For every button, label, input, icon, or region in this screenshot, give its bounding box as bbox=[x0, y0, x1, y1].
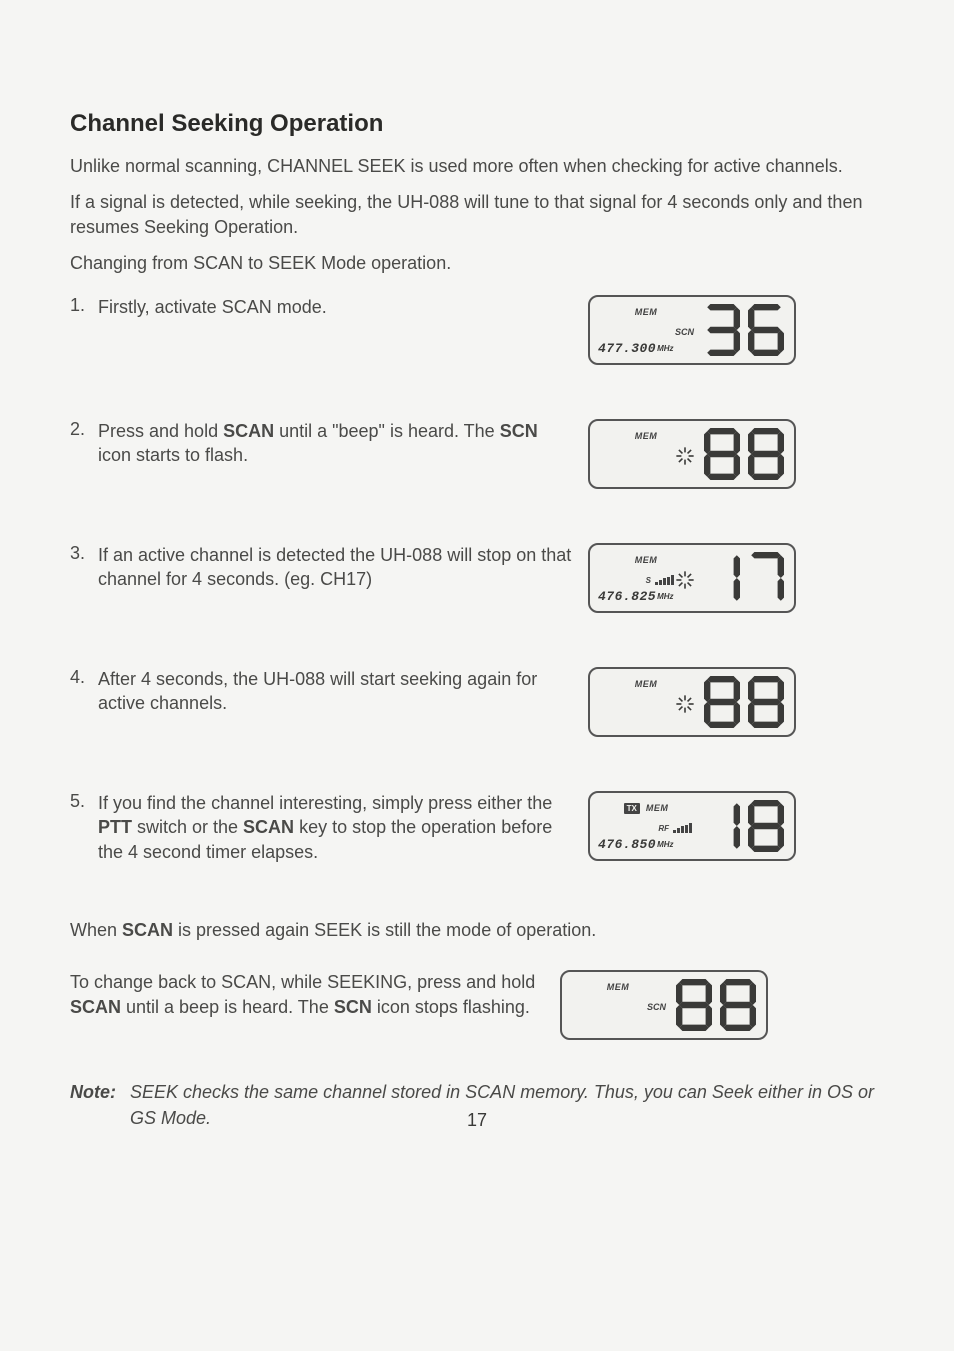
trailing-row: To change back to SCAN, while SEEKING, p… bbox=[70, 970, 884, 1040]
intro-para-3: Changing from SCAN to SEEK Mode operatio… bbox=[70, 251, 884, 275]
step-text: If an active channel is detected the UH-… bbox=[98, 543, 588, 592]
step-number: 2. bbox=[70, 419, 98, 440]
trailing-para-1: When SCAN is pressed again SEEK is still… bbox=[70, 918, 884, 942]
step-number: 3. bbox=[70, 543, 98, 564]
lcd-display-4: MEM bbox=[588, 667, 796, 737]
intro-para-1: Unlike normal scanning, CHANNEL SEEK is … bbox=[70, 154, 884, 178]
lcd-display-2: MEM bbox=[588, 419, 796, 489]
step-text: Press and hold SCAN until a "beep" is he… bbox=[98, 419, 588, 468]
lcd-display-3: MEMS476.825MHz bbox=[588, 543, 796, 613]
step-1: 1. Firstly, activate SCAN mode. MEMSCN47… bbox=[70, 295, 884, 365]
intro-para-2: If a signal is detected, while seeking, … bbox=[70, 190, 884, 239]
note-label: Note: bbox=[70, 1080, 130, 1105]
step-number: 1. bbox=[70, 295, 98, 316]
step-4: 4. After 4 seconds, the UH-088 will star… bbox=[70, 667, 884, 737]
page-title: Channel Seeking Operation bbox=[70, 110, 884, 138]
lcd-display-1: MEMSCN477.300MHz bbox=[588, 295, 796, 365]
trailing-para-2: To change back to SCAN, while SEEKING, p… bbox=[70, 970, 560, 1019]
step-text: Firstly, activate SCAN mode. bbox=[98, 295, 588, 319]
lcd-display-5: TXMEMRF476.850MHz bbox=[588, 791, 796, 861]
step-text: After 4 seconds, the UH-088 will start s… bbox=[98, 667, 588, 716]
step-2: 2. Press and hold SCAN until a "beep" is… bbox=[70, 419, 884, 489]
step-3: 3. If an active channel is detected the … bbox=[70, 543, 884, 613]
lcd-display-6: MEMSCN bbox=[560, 970, 768, 1040]
step-5: 5. If you find the channel interesting, … bbox=[70, 791, 884, 864]
step-number: 4. bbox=[70, 667, 98, 688]
step-text: If you find the channel interesting, sim… bbox=[98, 791, 588, 864]
page-number: 17 bbox=[0, 1110, 954, 1131]
manual-page: Channel Seeking Operation Unlike normal … bbox=[0, 0, 954, 1171]
step-number: 5. bbox=[70, 791, 98, 812]
steps-list: 1. Firstly, activate SCAN mode. MEMSCN47… bbox=[70, 295, 884, 864]
